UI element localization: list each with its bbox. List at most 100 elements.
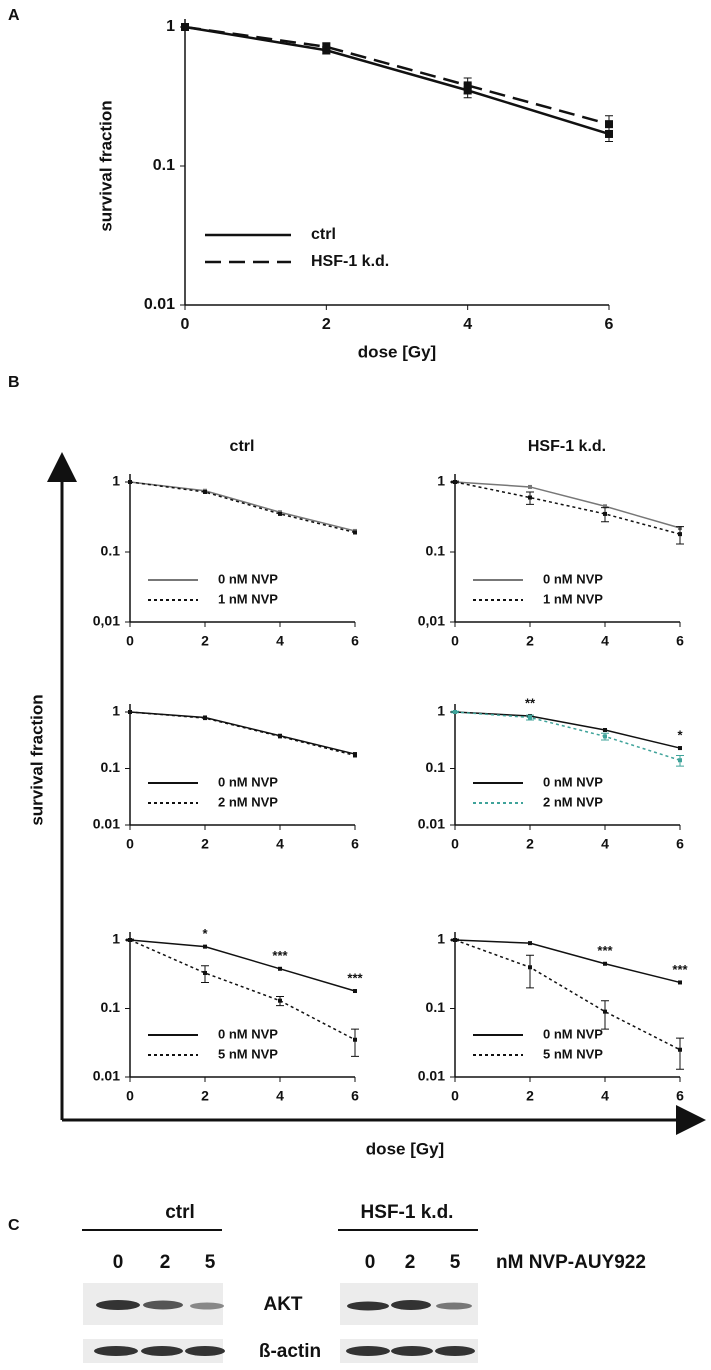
significance: * [677, 727, 683, 742]
significance: *** [597, 943, 613, 958]
band [96, 1300, 140, 1310]
panel-label: C [8, 1217, 20, 1234]
x-tick-label: 0 [126, 633, 134, 649]
column-title: HSF-1 k.d. [528, 438, 606, 455]
y-tick-label: 0.1 [426, 543, 446, 559]
legend-label: 0 nM NVP [218, 774, 278, 789]
y-tick-label: 0.01 [93, 816, 120, 832]
data-point [603, 961, 607, 966]
error-bar [601, 507, 609, 523]
data-point [128, 480, 132, 484]
y-tick-label: 0,01 [418, 613, 445, 629]
error-bar [351, 1028, 359, 1057]
legend-label: 0 nM NVP [543, 1026, 603, 1041]
y-tick-label: 1 [112, 473, 120, 489]
x-tick-label: 4 [601, 633, 609, 649]
y-tick-label: 0,01 [93, 613, 120, 629]
y-tick-label: 1 [112, 703, 120, 719]
y-tick-label: 0.1 [426, 999, 446, 1015]
band [346, 1346, 390, 1356]
y-tick-label: 0.1 [426, 759, 446, 775]
series-line [454, 939, 681, 984]
western-blot: ctrl HSF-1 k.d. 0 2 5 0 2 5 nM NVP-AUY92… [82, 1202, 646, 1363]
band [141, 1346, 183, 1356]
x-tick-label: 4 [601, 836, 609, 852]
legend-label: ctrl [311, 226, 336, 243]
series-line [454, 711, 681, 749]
error-bar [463, 77, 472, 95]
y-tick-label: 0.1 [101, 759, 121, 775]
band [190, 1302, 224, 1310]
band [391, 1300, 431, 1310]
legend-label: 5 nM NVP [218, 1046, 278, 1061]
legend-label: 2 nM NVP [218, 794, 278, 809]
significance: *** [347, 970, 363, 985]
error-bar [451, 480, 459, 484]
error-bar [181, 24, 189, 30]
data-point [278, 734, 282, 739]
x-tick-label: 6 [676, 633, 684, 649]
error-bar [322, 42, 331, 52]
y-tick-label: 1 [112, 931, 120, 947]
legend-label: 5 nM NVP [543, 1046, 603, 1061]
y-tick-label: 1 [166, 18, 175, 35]
band [436, 1302, 472, 1310]
x-tick-label: 0 [126, 836, 134, 852]
series-line [184, 25, 610, 126]
lane-label: 5 [450, 1252, 461, 1273]
error-bar [601, 1000, 609, 1030]
significance: * [202, 926, 208, 941]
y-tick-label: 0.01 [93, 1068, 120, 1084]
panel-label: A [8, 7, 20, 24]
error-bar [676, 526, 684, 545]
band [94, 1346, 138, 1356]
x-tick-label: 2 [526, 633, 534, 649]
x-tick-label: 2 [526, 836, 534, 852]
error-bar [676, 1037, 684, 1070]
unit-label: nM NVP-AUY922 [496, 1252, 646, 1273]
x-tick-label: 0 [181, 316, 190, 333]
data-point [203, 489, 207, 494]
series-line [129, 481, 356, 532]
legend-label: 0 nM NVP [218, 1026, 278, 1041]
series-line [454, 481, 681, 535]
data-point [678, 980, 682, 985]
x-tick-label: 0 [126, 1088, 134, 1104]
x-tick-label: 4 [276, 1088, 284, 1104]
y-tick-label: 0.1 [153, 157, 175, 174]
significance: *** [672, 962, 688, 977]
y-tick-label: 0.1 [101, 999, 121, 1015]
x-tick-label: 2 [201, 633, 209, 649]
x-tick-label: 4 [276, 633, 284, 649]
series-line [129, 481, 356, 534]
protein-label: AKT [263, 1294, 302, 1315]
lane-label: 2 [405, 1252, 416, 1273]
band [347, 1301, 389, 1311]
band [435, 1346, 475, 1356]
error-bar [126, 938, 134, 942]
y-axis-label: survival fraction [96, 100, 115, 231]
error-bar [526, 491, 534, 505]
series-line [129, 939, 356, 1041]
error-bar [605, 115, 613, 135]
data-point [353, 989, 357, 994]
data-point [353, 530, 357, 535]
series-line [454, 711, 681, 761]
series-line [129, 939, 356, 992]
band [391, 1346, 433, 1356]
data-point [203, 716, 207, 721]
data-point [278, 966, 282, 971]
y-tick-label: 0.01 [418, 1068, 445, 1084]
lane-label: 5 [205, 1252, 216, 1273]
significance: *** [272, 948, 288, 963]
data-point [203, 944, 207, 949]
x-axis-label: dose [Gy] [366, 1139, 444, 1158]
x-tick-label: 6 [351, 1088, 359, 1104]
error-bar [526, 954, 534, 989]
error-bar [451, 938, 459, 942]
series-line [454, 481, 681, 529]
legend-label: HSF-1 k.d. [311, 253, 389, 270]
legend-label: 2 nM NVP [543, 794, 603, 809]
panel-label: B [8, 374, 20, 391]
